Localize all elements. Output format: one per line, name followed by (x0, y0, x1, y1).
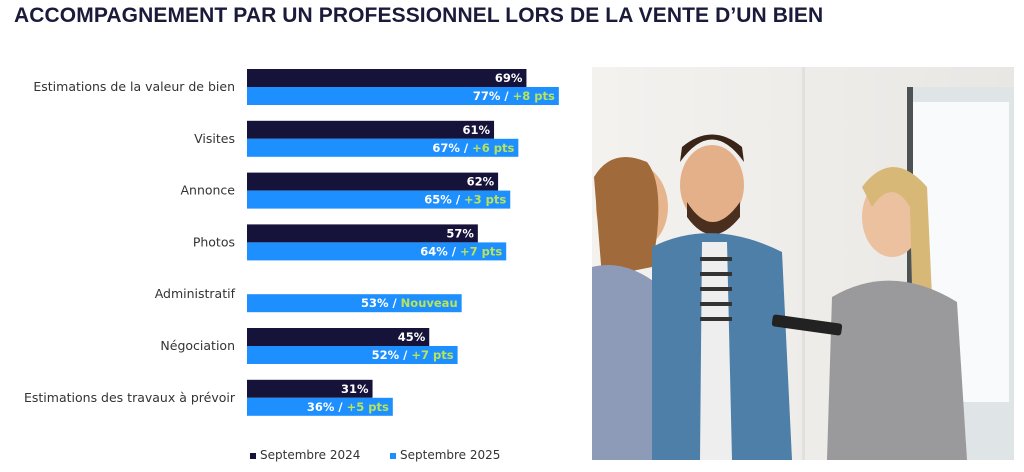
legend: Septembre 2024 Septembre 2025 (250, 448, 500, 462)
bar-2025 (247, 294, 462, 313)
bar-2024 (247, 224, 478, 243)
legend-label: Septembre 2024 (260, 448, 360, 462)
bar-value-label: 67% / +6 pts (432, 141, 514, 155)
bar-value-label: 45% (398, 330, 426, 344)
legend-swatch (250, 453, 256, 459)
bar-2025 (247, 190, 511, 209)
bar-2024 (247, 379, 373, 398)
bar-2025 (247, 242, 507, 261)
bar-2024 (247, 120, 495, 139)
category-label: Négociation (160, 338, 235, 353)
bar-2024 (247, 69, 527, 87)
legend-label: Septembre 2025 (400, 448, 500, 462)
category-label: Estimations de la valeur de bien (33, 79, 235, 94)
bar-2024 (247, 172, 499, 191)
category-label: Estimations des travaux à prévoir (24, 390, 236, 405)
bar-value-label: 65% / +3 pts (424, 193, 506, 207)
bar-value-label: 62% (467, 175, 495, 189)
category-label: Photos (193, 234, 235, 249)
legend-swatch (390, 453, 396, 459)
bar-value-label: 64% / +7 pts (420, 244, 502, 258)
category-label: Visites (194, 131, 235, 146)
bar-value-label: 52% / +7 pts (372, 348, 454, 362)
category-label: Administratif (155, 286, 236, 301)
bar-value-label: 57% (446, 226, 474, 240)
bar-value-label: 53% / Nouveau (361, 296, 458, 310)
delta-label: +7 pts (460, 244, 502, 258)
bar-value-label: 69% (495, 71, 523, 85)
bar-2025 (247, 138, 519, 157)
bar-2025 (247, 87, 559, 105)
delta-label: +7 pts (411, 348, 453, 362)
category-labels: Estimations de la valeur de bien Visites A… (24, 79, 236, 405)
delta-label: Nouveau (401, 296, 458, 310)
delta-label: +3 pts (464, 193, 506, 207)
bar-value-label: 61% (463, 123, 491, 137)
bar-value-label: 31% (341, 382, 369, 396)
bar-2025 (247, 346, 458, 364)
bars: 69% 77% / +8 pts 61% 67% / +6 pts 62% 65% / +… (247, 69, 559, 416)
delta-label: +6 pts (472, 141, 514, 155)
delta-label: +8 pts (513, 89, 555, 103)
bar-value-label: 77% / +8 pts (473, 89, 555, 103)
bar-2024 (247, 328, 430, 346)
photo-agent-couple (592, 67, 1014, 460)
category-label: Annonce (180, 183, 235, 198)
bar-value-label: 36% / +5 pts (307, 400, 389, 414)
page-title: ACCOMPAGNEMENT PAR UN PROFESSIONNEL LORS… (14, 4, 824, 27)
delta-label: +5 pts (347, 400, 389, 414)
bar-chart: Estimations de la valeur de bien Visites A… (24, 69, 559, 462)
bar-2025 (247, 397, 393, 416)
